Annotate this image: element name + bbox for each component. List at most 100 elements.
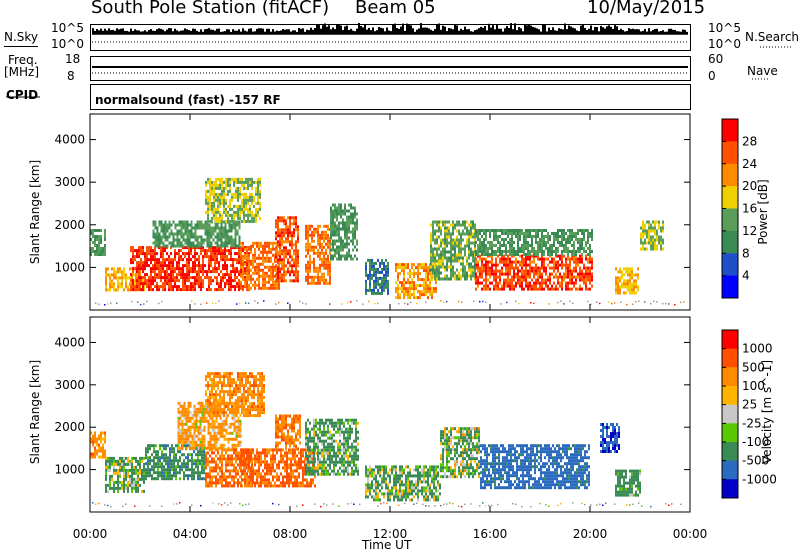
y-tick-label: 4000: [54, 133, 85, 147]
nsky-trace: [92, 23, 688, 35]
beam-label: Beam 05: [355, 0, 436, 18]
scatter-region: [640, 220, 664, 251]
colorbar-swatch: [722, 141, 738, 165]
scatter-region: [240, 241, 280, 290]
x-tick-label: 00:00: [673, 527, 708, 541]
scatter-region: [475, 254, 593, 291]
scatter-region: [205, 177, 261, 223]
nsearch-tick-low: 10^0: [708, 37, 741, 51]
scatter-region: [105, 456, 145, 493]
colorbar-tick-label: 24: [742, 157, 757, 171]
scatter-region: [365, 258, 389, 295]
colorbar-swatch: [722, 230, 738, 254]
colorbar-swatch: [722, 423, 738, 443]
colorbar-tick-label: -100: [742, 435, 769, 449]
colorbar-tick-label: 4: [742, 269, 750, 283]
y-tick-label: 4000: [54, 335, 85, 349]
nave-tick-low: 0: [708, 69, 716, 83]
scatter-region: [152, 220, 241, 248]
colorbar-swatch: [722, 460, 738, 480]
nave-label: Nave: [747, 64, 778, 78]
nave-tick-high: 60: [708, 52, 724, 66]
nsky-tick-low: 10^0: [51, 37, 84, 51]
colorbar-swatch: [722, 186, 738, 209]
scatter-region: [330, 203, 358, 261]
scatter-region: [90, 229, 106, 256]
colorbar-tick-label: 500: [742, 360, 765, 374]
scatter-region: [600, 423, 620, 453]
station-title: South Pole Station (fitACF): [91, 0, 330, 18]
colorbar-swatch: [722, 163, 738, 187]
freq-label: Freq.: [8, 53, 38, 67]
nsky-underline: [4, 46, 38, 47]
scatter-region: [395, 263, 437, 300]
y-tick-label: 3000: [54, 175, 85, 189]
freq-tick-high: 18: [65, 52, 81, 66]
power-colorbar-label: Power [dB]: [756, 179, 770, 245]
colorbar-tick-label: 1000: [742, 342, 773, 356]
colorbar-swatch: [722, 404, 738, 424]
scatter-region: [430, 220, 476, 281]
scatter-region: [205, 372, 265, 418]
y-tick-label: 3000: [54, 378, 85, 392]
scatter-region: [145, 444, 205, 481]
colorbar-swatch: [722, 253, 738, 277]
colorbar-swatch: [722, 386, 738, 406]
colorbar-swatch: [722, 367, 738, 387]
nsky-panel: [90, 24, 691, 51]
colorbar-tick-label: 28: [742, 134, 757, 148]
freq-unit: [MHz]: [4, 65, 40, 79]
ground-scatter: [95, 300, 685, 306]
y-tick-label: 2000: [54, 420, 85, 434]
freq-tick-low: 8: [67, 69, 75, 83]
colorbar-swatch: [722, 348, 738, 368]
scatter-region: [305, 418, 359, 476]
nsearch-tick-high: 10^5: [708, 21, 741, 35]
cpid-text: normalsound (fast) -157 RF: [95, 93, 281, 107]
nsearch-label: N.Search: [745, 30, 800, 44]
colorbar-swatch: [722, 275, 738, 299]
colorbar-swatch: [722, 119, 738, 142]
colorbar-tick-label: 16: [742, 202, 757, 216]
scatter-region: [275, 216, 299, 283]
colorbar-tick-label: -25: [742, 416, 762, 430]
x-tick-label: 12:00: [373, 527, 408, 541]
date-label: 10/May/2015: [587, 0, 706, 18]
colorbar-swatch: [722, 330, 738, 350]
colorbar-swatch: [722, 208, 738, 232]
cpid-panel: [90, 84, 691, 110]
cpid-label: CPID: [6, 88, 39, 102]
x-tick-label: 16:00: [473, 527, 508, 541]
scatter-region: [275, 414, 301, 451]
nsky-tick-high: 10^5: [51, 21, 84, 35]
colorbar-tick-label: 8: [742, 246, 750, 260]
velocity-ylabel: Slant Range [km]: [28, 359, 42, 465]
x-tick-label: 00:00: [73, 527, 108, 541]
scatter-region: [440, 427, 480, 479]
y-tick-label: 1000: [54, 260, 85, 274]
scatter-region: [615, 469, 641, 497]
x-tick-label: 08:00: [273, 527, 308, 541]
y-tick-label: 1000: [54, 463, 85, 477]
scatter-region: [305, 224, 331, 285]
ground-scatter: [92, 502, 682, 508]
scatter-region: [480, 444, 590, 490]
colorbar-tick-label: -500: [742, 454, 769, 468]
velocity-colorbar-label: Velocity [m s^-1]: [760, 359, 774, 465]
x-tick-label: 20:00: [573, 527, 608, 541]
colorbar-swatch: [722, 442, 738, 462]
x-axis-label: Time UT: [362, 538, 412, 552]
scatter-region: [130, 246, 250, 292]
scatter-region: [90, 431, 106, 459]
scatter-region: [475, 229, 593, 256]
colorbar-tick-label: 25: [742, 398, 757, 412]
scatter-region: [365, 465, 441, 502]
colorbar-tick-label: -1000: [742, 472, 777, 486]
scatter-region: [615, 267, 639, 295]
colorbar-tick-label: 100: [742, 379, 765, 393]
colorbar-tick-label: 20: [742, 179, 757, 193]
scatter-region: [240, 448, 316, 488]
x-tick-label: 04:00: [173, 527, 208, 541]
power-ylabel: Slant Range [km]: [28, 159, 42, 265]
